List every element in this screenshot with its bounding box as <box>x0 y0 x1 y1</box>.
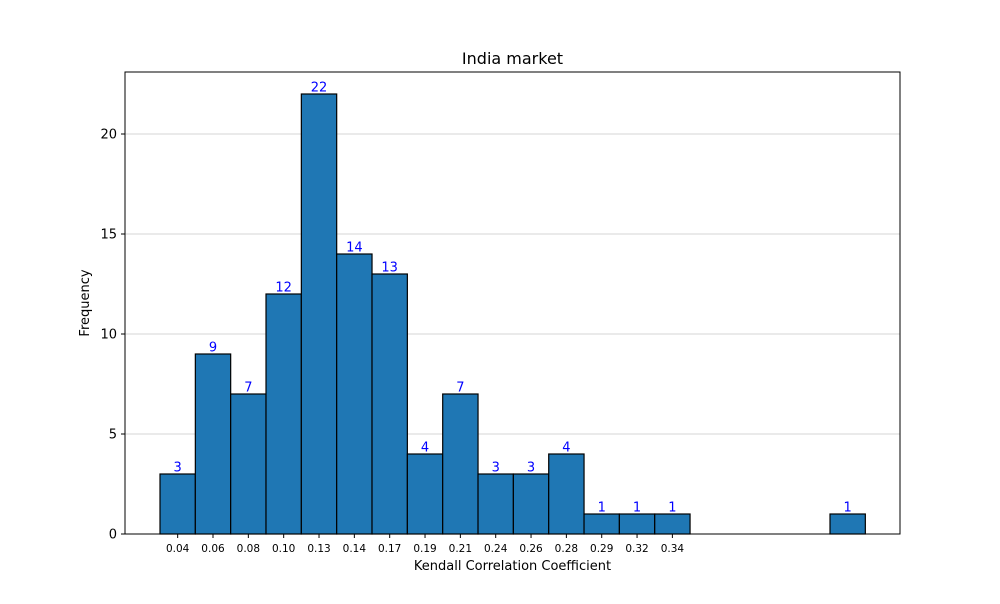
x-tick-label: 0.08 <box>237 543 260 555</box>
x-tick-label: 0.13 <box>307 543 330 555</box>
x-tick-label: 0.04 <box>166 543 190 555</box>
histogram-bar <box>265 293 302 535</box>
histogram-bar <box>300 93 338 535</box>
histogram-bar <box>371 273 408 535</box>
bar-value-labels: 3 9 7 12 22 14 13 4 7 3 3 4 1 1 1 1 <box>174 81 852 516</box>
bar-value-label: 7 <box>456 381 464 396</box>
bar-value-label: 4 <box>421 441 429 456</box>
x-tick-label: 0.29 <box>590 543 613 555</box>
bar-value-label: 3 <box>527 461 535 476</box>
histogram-bar <box>583 513 620 535</box>
y-tick-label: 0 <box>109 528 117 543</box>
x-tick-label: 0.28 <box>555 543 578 555</box>
histogram-bar <box>230 393 267 535</box>
bar-value-label: 14 <box>346 241 363 256</box>
x-tick-label: 0.34 <box>661 543 685 555</box>
bar-value-label: 1 <box>668 501 676 516</box>
histogram-bar <box>654 513 691 535</box>
x-tick-label: 0.21 <box>449 543 472 555</box>
x-tick-label: 0.14 <box>343 543 367 555</box>
x-axis: 0.04 0.06 0.08 0.10 0.13 0.14 0.17 0.19 0.21 0.24… <box>166 534 684 555</box>
histogram-bar <box>336 253 373 535</box>
bar-value-label: 1 <box>844 501 852 516</box>
bar-value-label: 13 <box>381 261 398 276</box>
histogram-bar <box>829 513 866 535</box>
bar-value-label: 3 <box>492 461 500 476</box>
plot-frame <box>124 71 901 535</box>
y-tick-label: 20 <box>100 128 117 143</box>
bar-value-label: 3 <box>174 461 182 476</box>
x-tick-label: 0.10 <box>272 543 295 555</box>
bar-value-label: 12 <box>275 281 292 296</box>
x-tick-label: 0.17 <box>378 543 401 555</box>
y-tick-label: 5 <box>109 428 117 443</box>
chart-title: India market <box>462 49 563 68</box>
bar-value-label: 7 <box>244 381 252 396</box>
bars <box>159 93 866 535</box>
y-tick-label: 10 <box>100 328 117 343</box>
histogram-bar <box>477 473 514 535</box>
bar-value-label: 9 <box>209 341 217 356</box>
x-tick-label: 0.32 <box>625 543 648 555</box>
x-axis-label: Kendall Correlation Coefficient <box>414 559 611 574</box>
histogram-bar <box>512 473 550 535</box>
histogram-bar <box>618 513 656 535</box>
bar-value-label: 1 <box>633 501 641 516</box>
x-tick-label: 0.06 <box>201 543 225 555</box>
bar-value-label: 22 <box>311 81 328 96</box>
bar-value-label: 1 <box>598 501 606 516</box>
y-tick-label: 15 <box>100 228 117 243</box>
histogram-bar <box>159 473 196 535</box>
y-axis: 0 5 10 15 20 <box>100 128 125 543</box>
histogram-bar <box>406 453 444 535</box>
bar-value-label: 4 <box>562 441 570 456</box>
y-axis-label: Frequency <box>78 269 93 336</box>
histogram-bar <box>194 353 232 535</box>
x-tick-label: 0.26 <box>519 543 543 555</box>
histogram-bar <box>442 393 479 535</box>
x-tick-label: 0.24 <box>484 543 508 555</box>
x-tick-label: 0.19 <box>413 543 436 555</box>
histogram-bar <box>548 453 585 535</box>
